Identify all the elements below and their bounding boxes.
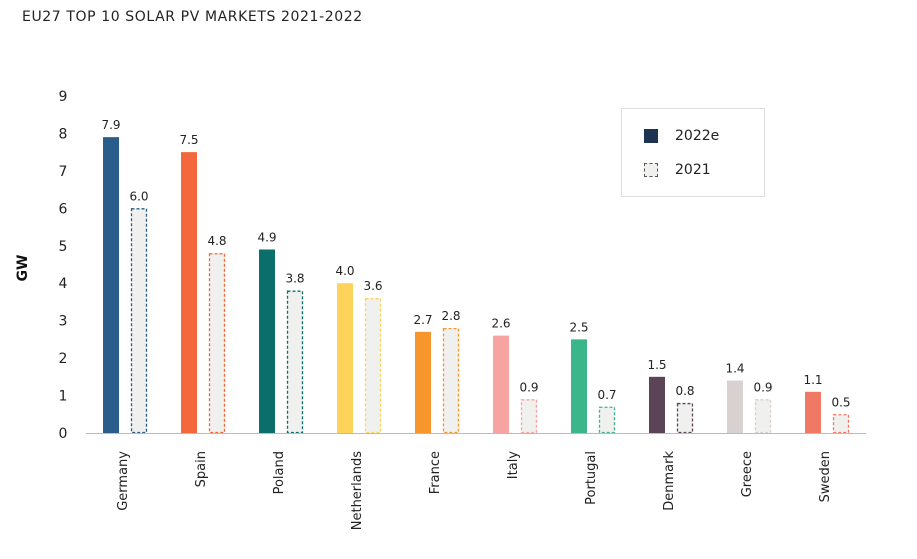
data-label-2022e: 1.4 xyxy=(725,362,744,376)
data-label-2022e: 2.7 xyxy=(413,313,432,327)
x-tick-label: Italy xyxy=(506,451,521,480)
x-tick-label: Portugal xyxy=(584,451,599,505)
x-tick-label: Denmark xyxy=(662,451,677,511)
y-axis-label: GW xyxy=(15,255,31,282)
bar-2021-italy xyxy=(520,399,538,434)
data-label-2022e: 2.5 xyxy=(569,320,588,334)
data-label-2022e: 2.6 xyxy=(491,317,510,331)
bar-2021-france xyxy=(442,327,460,434)
bar-2021-sweden xyxy=(832,414,850,434)
bar-2022e-poland xyxy=(259,249,275,433)
data-label-2021: 0.9 xyxy=(519,380,538,394)
legend-label-2021: 2021 xyxy=(675,162,711,178)
x-tick-label: France xyxy=(428,451,443,494)
data-label-2022e: 7.9 xyxy=(101,118,120,132)
bar-2022e-sweden xyxy=(805,391,821,433)
data-label-2021: 3.8 xyxy=(285,272,304,286)
legend-item-2021: 2021 xyxy=(644,161,711,179)
y-tick-label: 9 xyxy=(59,89,68,105)
bar-2021-greece xyxy=(754,399,772,434)
bar-2021-portugal xyxy=(598,406,616,434)
x-tick-label: Greece xyxy=(740,451,755,497)
bar-2021-netherlands xyxy=(364,298,382,434)
x-axis: Germany Spain Poland Netherlands France Italy… xyxy=(86,433,866,530)
y-tick-label: 7 xyxy=(59,164,68,180)
bar-2021-denmark xyxy=(676,402,694,434)
data-label-2021: 0.8 xyxy=(675,384,694,398)
bar-2022e-netherlands xyxy=(337,283,353,433)
data-label-2021: 2.8 xyxy=(441,309,460,323)
data-label-2022e: 7.5 xyxy=(179,133,198,147)
bar-2021-germany xyxy=(130,208,148,434)
data-label-2022e: 1.5 xyxy=(647,358,666,372)
y-tick-label: 6 xyxy=(59,201,68,217)
bars: 7.9 6.0 7.5 4.8 4.9 3.8 4.0 3.6 2.7 2.8 2.6 0.9 2.5 0… xyxy=(101,118,851,434)
y-tick-label: 8 xyxy=(59,126,68,142)
x-tick-label: Poland xyxy=(272,451,287,494)
legend-swatch-2021 xyxy=(644,163,658,177)
data-label-2021: 0.5 xyxy=(831,395,850,409)
data-label-2022e: 4.0 xyxy=(335,264,354,278)
bar-2022e-germany xyxy=(103,137,119,433)
bar-2022e-portugal xyxy=(571,339,587,433)
y-tick-label: 1 xyxy=(59,389,68,405)
x-tick-label: Spain xyxy=(194,451,209,487)
legend: 2022e 2021 xyxy=(621,108,765,197)
y-tick-label: 0 xyxy=(59,426,68,442)
data-label-2021: 3.6 xyxy=(363,279,382,293)
bar-2021-spain xyxy=(208,253,226,434)
bar-2021-poland xyxy=(286,290,304,434)
y-tick-label: 5 xyxy=(59,239,68,255)
data-label-2021: 0.7 xyxy=(597,388,616,402)
bar-2022e-italy xyxy=(493,335,509,433)
x-tick-label: Netherlands xyxy=(350,451,365,530)
y-tick-label: 2 xyxy=(59,351,68,367)
x-tick-label: Sweden xyxy=(818,451,833,502)
y-axis: 0 1 2 3 4 5 6 7 8 9 GW xyxy=(15,89,68,442)
bar-2022e-spain xyxy=(181,152,197,433)
y-tick-label: 3 xyxy=(59,314,68,330)
y-tick-label: 4 xyxy=(59,276,68,292)
bar-2022e-greece xyxy=(727,380,743,433)
legend-swatch-2022e xyxy=(644,129,658,143)
legend-label-2022e: 2022e xyxy=(675,128,720,144)
bar-2022e-france xyxy=(415,331,431,433)
data-label-2022e: 4.9 xyxy=(257,230,276,244)
legend-item-2022e: 2022e xyxy=(644,127,719,145)
data-label-2021: 0.9 xyxy=(753,380,772,394)
bar-2022e-denmark xyxy=(649,376,665,433)
data-label-2021: 6.0 xyxy=(129,189,148,203)
x-tick-label: Germany xyxy=(116,451,131,511)
chart-title: EU27 TOP 10 SOLAR PV MARKETS 2021-2022 xyxy=(22,9,363,25)
data-label-2021: 4.8 xyxy=(207,234,226,248)
data-label-2022e: 1.1 xyxy=(803,373,822,387)
